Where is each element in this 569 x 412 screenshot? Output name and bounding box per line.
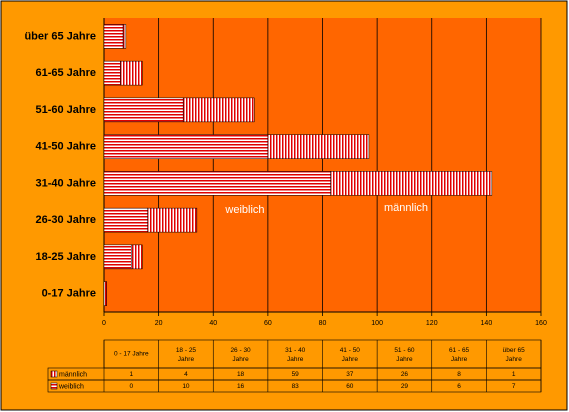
bar — [103, 281, 107, 306]
table-header: 61 - 65 Jahre — [449, 347, 470, 363]
table-cell: 10 — [182, 383, 190, 390]
legend-label: weiblich — [58, 383, 84, 390]
table-header: 31 - 40 Jahre — [285, 347, 306, 363]
y-tick-label: 41-50 Jahre — [35, 141, 96, 153]
annotation: männlich — [384, 202, 428, 214]
table-cell: 59 — [292, 371, 300, 378]
bar — [103, 24, 124, 49]
data-table: 0 - 17 Jahre 18 - 25 Jahre 26 - 30 Jahre 31 -… — [47, 339, 542, 393]
y-tick-label: 51-60 Jahre — [35, 104, 96, 116]
x-tick-label: 0 — [102, 320, 106, 327]
x-tick-label: 80 — [319, 320, 327, 327]
bar — [103, 244, 132, 270]
table-cell: 29 — [401, 383, 409, 390]
y-tick-label: 26-30 Jahre — [35, 214, 96, 226]
table-header: 18 - 25 Jahre — [176, 347, 197, 363]
table-cell: 60 — [346, 383, 354, 390]
x-tick-label: 140 — [481, 320, 493, 327]
y-tick-label: 18-25 Jahre — [35, 251, 96, 263]
table-cell: 6 — [457, 383, 461, 390]
table-cell: 37 — [346, 371, 354, 378]
table-cell: 16 — [237, 383, 245, 390]
y-tick-label: 61-65 Jahre — [35, 67, 96, 79]
y-tick-label: 31-40 Jahre — [35, 177, 96, 189]
x-tick-label: 60 — [264, 320, 272, 327]
bar — [267, 134, 370, 159]
table-cell: 1 — [130, 371, 134, 378]
table-header: über 65 Jahre — [503, 347, 525, 363]
table-cell: 8 — [457, 371, 461, 378]
x-tick-label: 160 — [535, 320, 547, 327]
bar — [120, 60, 143, 86]
bar — [330, 171, 493, 196]
bar — [131, 244, 143, 270]
bar — [103, 207, 148, 233]
x-tick-label: 120 — [426, 320, 438, 327]
bar — [103, 171, 331, 196]
legend-icon — [50, 370, 58, 378]
bar — [103, 134, 269, 159]
bar — [103, 60, 121, 86]
bar — [182, 97, 255, 123]
table-cell: 4 — [184, 371, 188, 378]
table-cell: 18 — [237, 371, 245, 378]
legend-label: männlich — [59, 371, 87, 378]
bar — [122, 24, 127, 49]
table-cell: 1 — [512, 371, 516, 378]
y-tick-label: über 65 Jahre — [24, 30, 96, 42]
bar — [103, 97, 184, 123]
bars: 0-17 Jahre 18-25 Jahre 26-30 Jahre 31-40 Ja… — [24, 24, 493, 306]
x-tick-label: 100 — [371, 320, 383, 327]
table-header: 0 - 17 Jahre — [114, 351, 149, 358]
table-header: 51 - 60 Jahre — [394, 347, 415, 363]
table-cell: 7 — [512, 383, 516, 390]
table-cell: 0 — [130, 383, 134, 390]
annotation: weiblich — [224, 204, 264, 216]
table-row — [47, 379, 542, 393]
table-cell: 83 — [292, 383, 300, 390]
y-tick-label: 0-17 Jahre — [42, 288, 96, 300]
table-cell: 26 — [401, 371, 409, 378]
table-header: 41 - 50 Jahre — [340, 347, 361, 363]
table-header: 26 - 30 Jahre — [230, 347, 251, 363]
x-tick-label: 40 — [209, 320, 217, 327]
bar — [147, 207, 198, 233]
x-tick-label: 20 — [155, 320, 163, 327]
legend-icon — [50, 382, 58, 390]
